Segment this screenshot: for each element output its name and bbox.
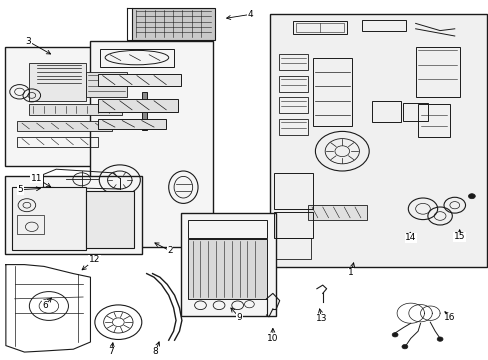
Text: 5: 5	[18, 185, 23, 194]
Text: 7: 7	[108, 347, 114, 356]
Bar	[278, 76, 307, 92]
Bar	[278, 54, 307, 70]
Text: 3: 3	[25, 37, 31, 46]
Bar	[29, 63, 85, 101]
Bar	[415, 47, 459, 97]
Bar	[273, 173, 312, 209]
Bar	[85, 191, 134, 248]
Circle shape	[436, 337, 442, 341]
Bar	[90, 41, 212, 247]
Text: 10: 10	[266, 334, 278, 343]
Bar	[85, 72, 127, 97]
Bar	[293, 21, 346, 34]
Circle shape	[401, 345, 407, 349]
Bar	[5, 176, 142, 254]
Bar	[29, 104, 122, 115]
Bar	[278, 119, 307, 135]
Bar	[270, 14, 486, 267]
Text: 6: 6	[42, 301, 48, 310]
Bar	[98, 99, 178, 112]
Text: 2: 2	[167, 246, 173, 256]
Bar	[132, 8, 215, 40]
Bar	[188, 220, 266, 238]
Bar	[17, 137, 98, 147]
Circle shape	[468, 194, 474, 199]
Bar	[12, 187, 85, 250]
Text: 15: 15	[453, 233, 465, 242]
Text: 1: 1	[347, 269, 353, 277]
Bar	[142, 92, 146, 130]
Bar	[276, 238, 310, 259]
Text: 9: 9	[236, 313, 242, 322]
Bar	[100, 49, 173, 67]
Bar	[417, 104, 449, 137]
Bar	[188, 239, 266, 299]
Circle shape	[391, 333, 397, 337]
Bar	[98, 119, 166, 129]
Bar	[273, 212, 312, 238]
Bar	[312, 58, 351, 126]
Text: 4: 4	[247, 10, 253, 19]
Bar	[17, 215, 44, 234]
Text: 13: 13	[315, 314, 327, 323]
Text: 12: 12	[88, 256, 100, 264]
Text: 16: 16	[443, 313, 455, 322]
Bar	[98, 74, 181, 86]
Text: 14: 14	[404, 233, 416, 242]
Bar	[278, 97, 307, 113]
Bar	[371, 101, 400, 122]
Bar	[17, 121, 112, 131]
Bar	[5, 47, 142, 166]
Bar	[295, 23, 343, 32]
Text: 8: 8	[152, 347, 158, 356]
Bar	[403, 103, 427, 121]
Bar	[181, 213, 276, 316]
Text: 11: 11	[31, 174, 42, 183]
Bar	[361, 20, 405, 31]
Bar	[307, 205, 366, 220]
